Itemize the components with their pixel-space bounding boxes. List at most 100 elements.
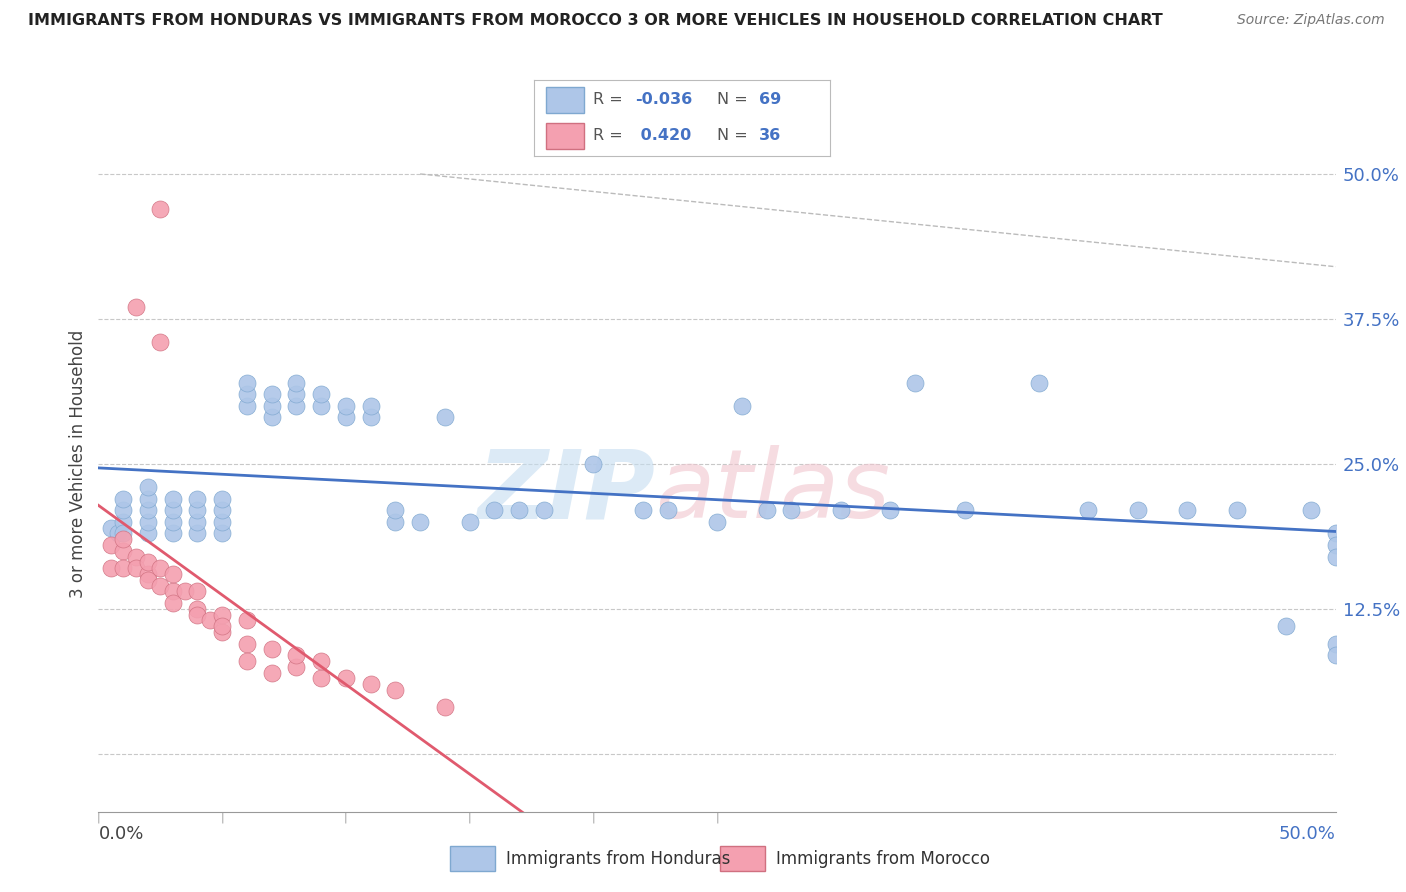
Point bbox=[260, 399, 283, 413]
Text: |: | bbox=[592, 813, 595, 823]
Point bbox=[384, 515, 406, 529]
Point bbox=[309, 654, 332, 668]
Point bbox=[533, 503, 555, 517]
Text: 0.420: 0.420 bbox=[634, 128, 690, 143]
Point bbox=[162, 567, 184, 582]
Point bbox=[149, 335, 172, 350]
Point bbox=[186, 607, 208, 622]
Text: IMMIGRANTS FROM HONDURAS VS IMMIGRANTS FROM MOROCCO 3 OR MORE VEHICLES IN HOUSEH: IMMIGRANTS FROM HONDURAS VS IMMIGRANTS F… bbox=[28, 13, 1163, 29]
Point bbox=[112, 491, 135, 506]
Point bbox=[162, 491, 184, 506]
Point bbox=[508, 503, 530, 517]
Y-axis label: 3 or more Vehicles in Household: 3 or more Vehicles in Household bbox=[69, 330, 87, 598]
Text: 50.0%: 50.0% bbox=[1279, 825, 1336, 843]
Point bbox=[124, 561, 146, 575]
Point bbox=[136, 515, 159, 529]
Text: ZIP: ZIP bbox=[477, 445, 655, 538]
Text: N =: N = bbox=[717, 93, 754, 108]
Point bbox=[335, 410, 357, 425]
Point bbox=[236, 654, 259, 668]
Point bbox=[162, 515, 184, 529]
Point bbox=[458, 515, 481, 529]
Point bbox=[211, 624, 233, 639]
Point bbox=[211, 619, 233, 633]
Point bbox=[360, 410, 382, 425]
Point bbox=[124, 301, 146, 315]
Point bbox=[107, 526, 129, 541]
Point bbox=[162, 596, 184, 610]
Point bbox=[755, 503, 778, 517]
Text: R =: R = bbox=[593, 93, 628, 108]
Text: R =: R = bbox=[593, 128, 628, 143]
Point bbox=[211, 515, 233, 529]
Point bbox=[112, 544, 135, 558]
Point bbox=[162, 584, 184, 599]
Point bbox=[149, 561, 172, 575]
Point bbox=[1324, 526, 1347, 541]
Point bbox=[384, 503, 406, 517]
Text: 69: 69 bbox=[759, 93, 780, 108]
Point bbox=[1324, 648, 1347, 662]
Point bbox=[260, 642, 283, 657]
Point bbox=[384, 683, 406, 698]
Point bbox=[174, 584, 197, 599]
Point bbox=[149, 579, 172, 593]
Point bbox=[198, 614, 221, 628]
Point bbox=[335, 399, 357, 413]
Text: N =: N = bbox=[717, 128, 754, 143]
Point bbox=[186, 602, 208, 616]
Point bbox=[236, 614, 259, 628]
Text: Source: ZipAtlas.com: Source: ZipAtlas.com bbox=[1237, 13, 1385, 28]
Text: -0.036: -0.036 bbox=[634, 93, 692, 108]
Point bbox=[136, 567, 159, 582]
Point bbox=[830, 503, 852, 517]
Point bbox=[112, 515, 135, 529]
Point bbox=[1175, 503, 1198, 517]
Point bbox=[335, 671, 357, 685]
Bar bbox=[450, 847, 495, 871]
Point bbox=[149, 202, 172, 216]
Point bbox=[260, 665, 283, 680]
Point bbox=[409, 515, 432, 529]
Text: |: | bbox=[221, 813, 224, 823]
Point bbox=[433, 700, 456, 714]
Text: Immigrants from Honduras: Immigrants from Honduras bbox=[506, 849, 731, 868]
Point bbox=[100, 521, 122, 535]
Point bbox=[582, 457, 605, 471]
Point bbox=[285, 387, 308, 401]
Point bbox=[186, 503, 208, 517]
Point bbox=[309, 387, 332, 401]
Point bbox=[136, 573, 159, 587]
Text: |: | bbox=[344, 813, 347, 823]
Point bbox=[285, 648, 308, 662]
Point bbox=[1324, 637, 1347, 651]
Point bbox=[1324, 549, 1347, 564]
Point bbox=[100, 538, 122, 552]
Bar bbox=[720, 847, 765, 871]
Point bbox=[1324, 538, 1347, 552]
Point bbox=[631, 503, 654, 517]
Text: Immigrants from Morocco: Immigrants from Morocco bbox=[776, 849, 990, 868]
Point bbox=[484, 503, 506, 517]
Point bbox=[953, 503, 976, 517]
Point bbox=[112, 526, 135, 541]
Point bbox=[236, 637, 259, 651]
Point bbox=[309, 671, 332, 685]
Text: 0.0%: 0.0% bbox=[98, 825, 143, 843]
Point bbox=[309, 399, 332, 413]
Point bbox=[260, 410, 283, 425]
Point bbox=[112, 503, 135, 517]
Point bbox=[360, 677, 382, 691]
Point bbox=[904, 376, 927, 390]
Point bbox=[136, 491, 159, 506]
Text: |: | bbox=[468, 813, 471, 823]
Point bbox=[100, 561, 122, 575]
Point bbox=[162, 503, 184, 517]
Point bbox=[136, 555, 159, 570]
Point bbox=[211, 503, 233, 517]
Point bbox=[236, 376, 259, 390]
Point bbox=[433, 410, 456, 425]
Point bbox=[136, 480, 159, 494]
Point bbox=[186, 515, 208, 529]
Text: atlas: atlas bbox=[655, 445, 890, 538]
